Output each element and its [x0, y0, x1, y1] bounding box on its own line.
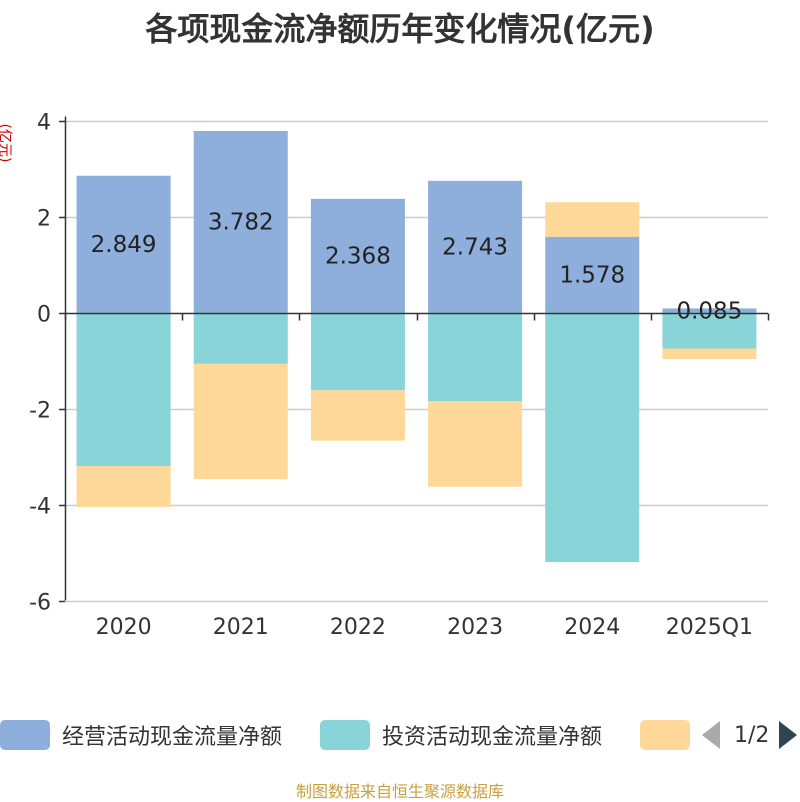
y-tick-label: 4	[37, 111, 51, 136]
data-label: 3.782	[208, 210, 274, 236]
bar-s1-2020	[76, 312, 171, 467]
legend-item-investing[interactable]: 投资活动现金流量净额	[320, 718, 602, 752]
x-tick-label: 2023	[447, 615, 503, 640]
bar-s1-2021	[193, 312, 288, 364]
bar-s1-2023	[428, 312, 523, 402]
legend-label-operating: 经营活动现金流量净额	[62, 725, 283, 750]
legend-swatch-third	[640, 720, 690, 750]
legend-label-investing: 投资活动现金流量净额	[382, 725, 603, 750]
legend-swatch-operating	[0, 720, 50, 750]
legend-prev-arrow-icon[interactable]	[702, 721, 720, 749]
y-tick-label: 2	[37, 207, 51, 232]
legend-pager: 1/2	[702, 718, 798, 752]
legend-item-operating[interactable]: 经营活动现金流量净额	[0, 718, 282, 752]
bar-s2-2022	[310, 390, 405, 441]
data-label: 2.849	[91, 232, 157, 258]
x-tick-label: 2025Q1	[666, 615, 753, 640]
x-tick-label: 2020	[96, 615, 152, 640]
bar-s2-2021	[193, 363, 288, 480]
y-tick-label: 0	[37, 303, 51, 328]
data-label: 2.368	[325, 244, 391, 270]
bar-s2-2024	[545, 202, 640, 237]
legend: 经营活动现金流量净额 投资活动现金流量净额	[0, 718, 800, 752]
legend-page-indicator: 1/2	[734, 722, 770, 748]
bar-s1-2024	[545, 312, 640, 563]
x-tick-label: 2021	[213, 615, 269, 640]
data-label: 0.085	[676, 298, 742, 324]
data-source: 制图数据来自恒生聚源数据库	[295, 782, 504, 801]
bar-s2-2023	[428, 401, 523, 487]
bar-s0-2024	[545, 236, 640, 313]
chart-title: 各项现金流净额历年变化情况(亿元)	[145, 10, 655, 48]
x-tick-label: 2022	[330, 615, 386, 640]
bar-s0-2023	[428, 180, 523, 313]
bar-s0-2020	[76, 175, 171, 313]
legend-item-third[interactable]	[640, 718, 690, 752]
legend-swatch-investing	[320, 720, 370, 750]
bar-s0-2025Q1	[662, 308, 757, 313]
chart-plot: 4 2 0 -2 -4 -6 2.849 3.782 2.368 2.743 1.578 0.085 2…	[29, 111, 770, 640]
data-label: 1.578	[559, 263, 625, 289]
bar-s1-2025Q1	[662, 312, 757, 349]
y-tick-label: -6	[29, 591, 51, 616]
bar-s2-2020	[76, 466, 171, 507]
data-label: 2.743	[442, 235, 508, 261]
bar-s2-2025Q1	[662, 348, 757, 360]
y-tick-label: -4	[29, 495, 51, 520]
y-tick-label: -2	[29, 399, 51, 424]
bar-s1-2022	[310, 312, 405, 391]
bar-s0-2022	[310, 198, 405, 313]
x-tick-label: 2024	[564, 615, 620, 640]
bar-s0-2021	[193, 130, 288, 313]
legend-next-arrow-icon[interactable]	[779, 721, 798, 749]
